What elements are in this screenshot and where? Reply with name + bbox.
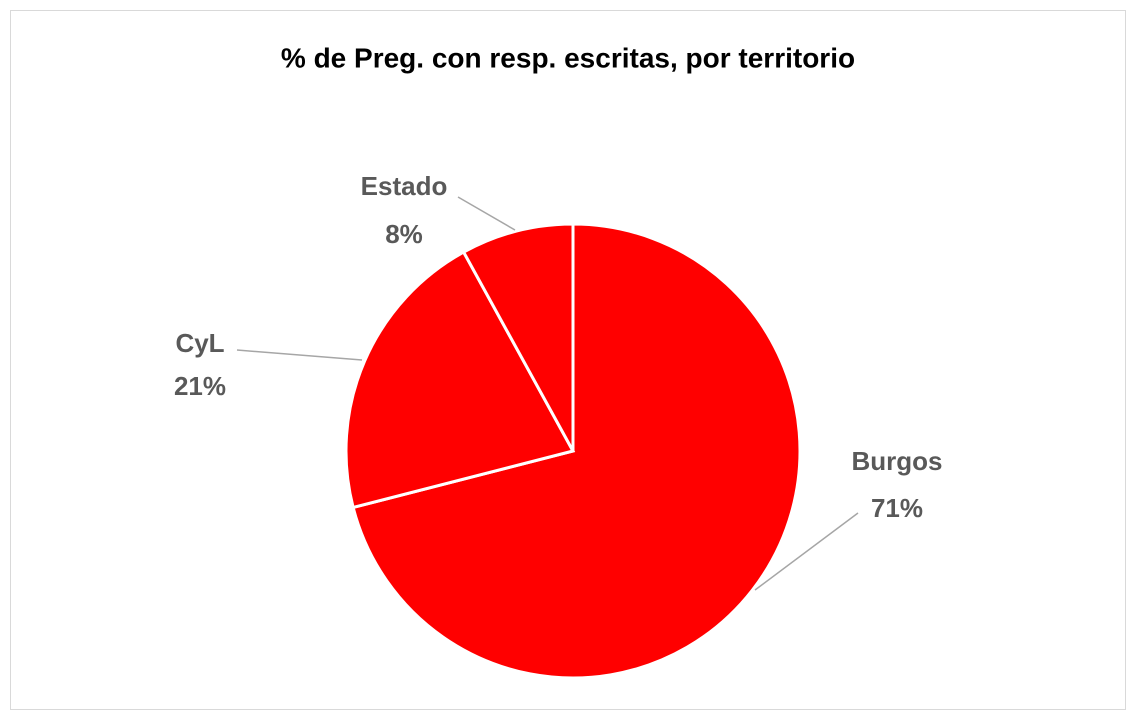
leader-line: [754, 512, 859, 591]
leader-line: [457, 196, 516, 231]
slice-value-label: 8%: [385, 219, 423, 249]
slice-label: Burgos: [852, 446, 943, 476]
pie-slice: [351, 222, 802, 680]
slice-label: Estado: [361, 171, 448, 201]
leader-line: [236, 349, 363, 361]
slice-value-label: 21%: [174, 371, 226, 401]
chart-title: % de Preg. con resp. escritas, por terri…: [281, 42, 855, 73]
slice-value-label: 71%: [871, 493, 923, 523]
pie-slice: [344, 250, 576, 510]
pie-slice: [461, 222, 575, 452]
slice-label: CyL: [175, 328, 224, 358]
